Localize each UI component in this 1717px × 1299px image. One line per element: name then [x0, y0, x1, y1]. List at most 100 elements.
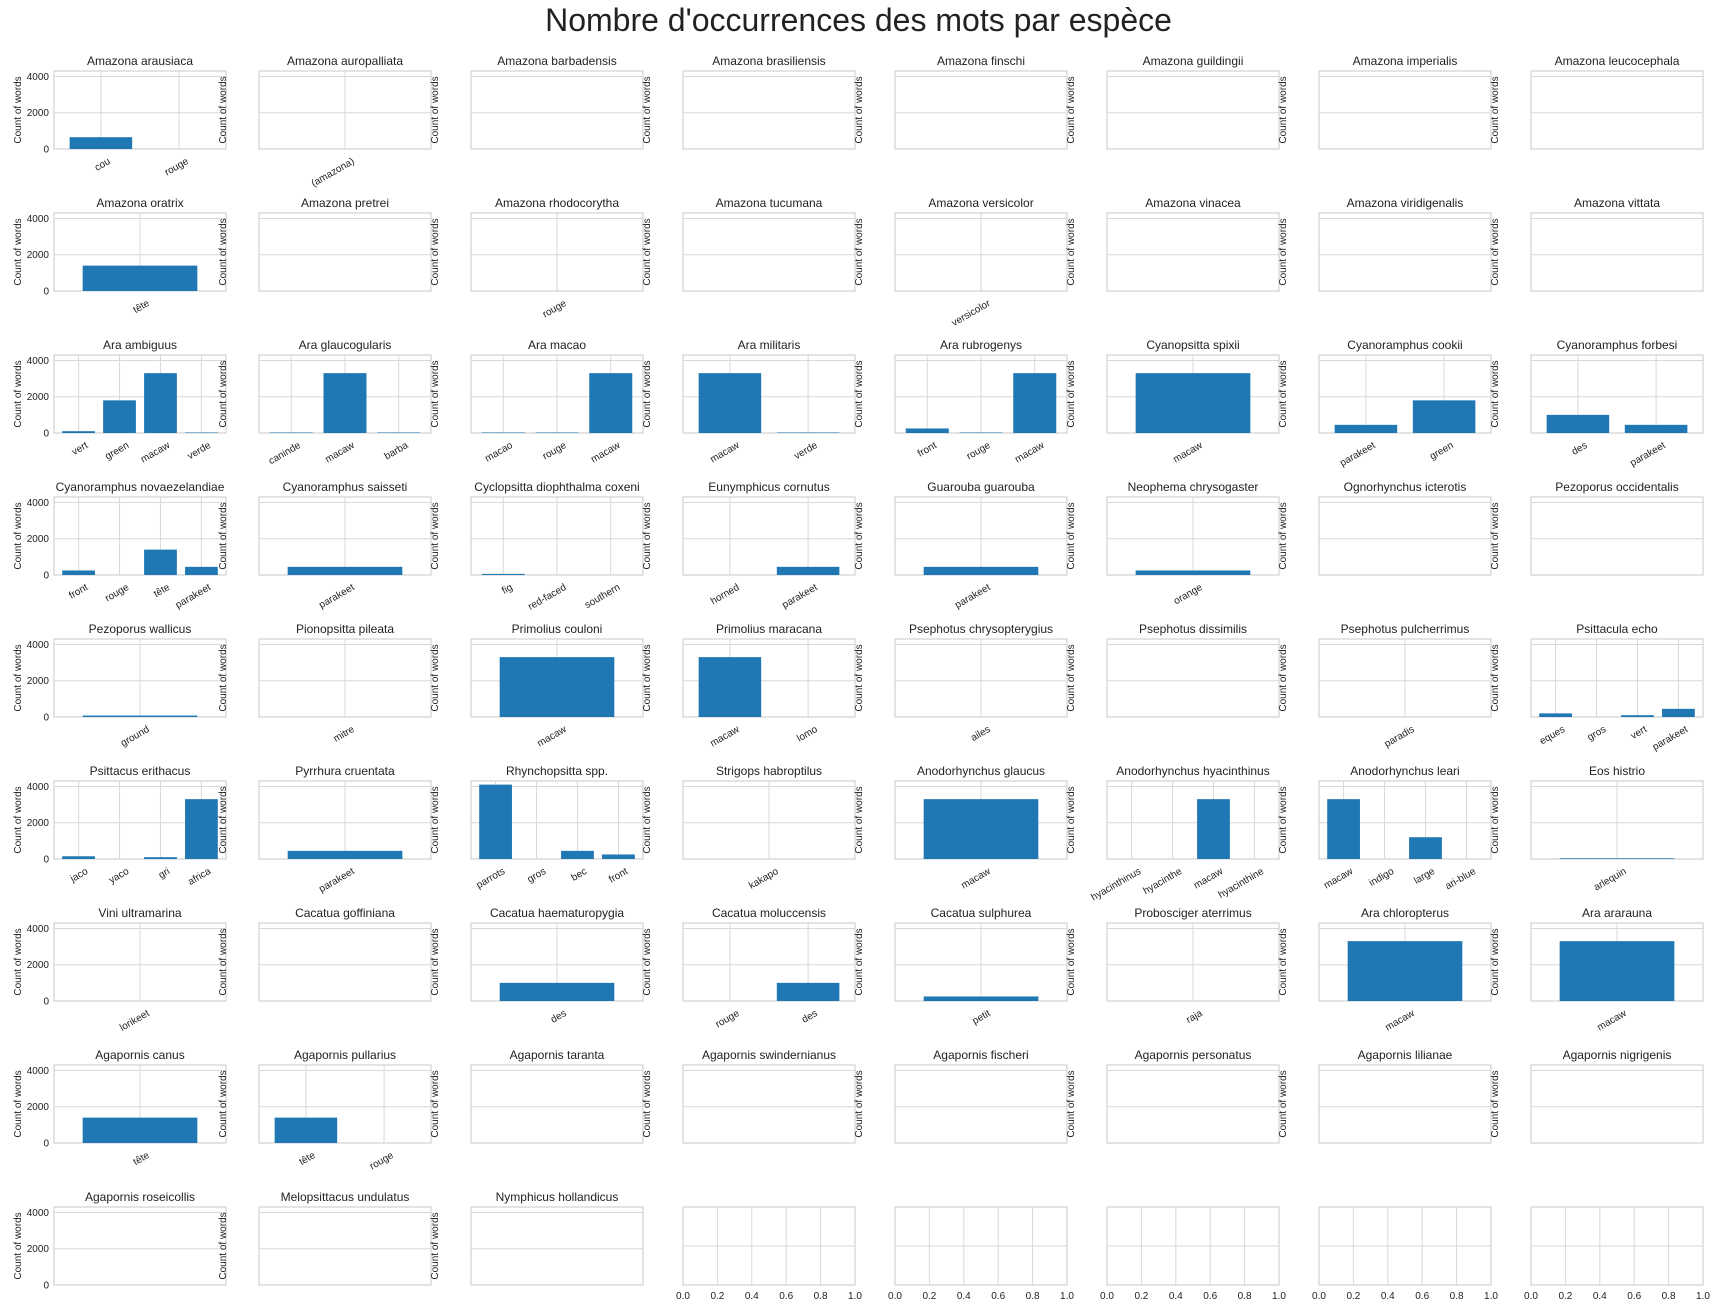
bar: [62, 570, 95, 575]
x-tick-label: gri: [157, 866, 172, 881]
subplot: Count of words Rhynchopsitta spp. parrots g…: [430, 764, 644, 891]
subplot-title: Ognorhynchus icterotis: [1344, 480, 1467, 494]
y-axis-label: Count of words: [1278, 786, 1289, 853]
subplot: Count of words Amazona arausiaca 0 2000 4000…: [13, 54, 227, 178]
x-tick-label: hyacinthe: [1141, 866, 1184, 897]
x-tick-label: gros: [1586, 724, 1608, 743]
subplot: 0.0 0.2 0.4 0.6 0.8 1.0: [888, 1206, 1074, 1299]
y-axis-label: Count of words: [430, 502, 441, 569]
x-tick-label: fig: [500, 582, 515, 597]
x-tick-label: 0.8: [1238, 1291, 1252, 1299]
subplot-title: Psephotus pulcherrimus: [1341, 622, 1470, 636]
x-tick-label: horned: [709, 582, 741, 607]
subplot-title: Psephotus chrysopterygius: [909, 622, 1053, 636]
subplot-title: Guarouba guarouba: [927, 480, 1035, 494]
bar: [923, 799, 1039, 859]
subplot-title: Cacatua moluccensis: [712, 906, 826, 920]
subplot: Count of words Probosciger aterrimus raja: [1066, 906, 1280, 1026]
x-tick-label: red-faced: [526, 582, 568, 613]
subplot: 0.0 0.2 0.4 0.6 0.8 1.0: [1312, 1206, 1498, 1299]
y-axis-label: Count of words: [642, 928, 653, 995]
x-tick-label: tête: [132, 298, 152, 316]
x-tick-label: arlequin: [1592, 866, 1628, 893]
y-axis-label: Count of words: [218, 786, 229, 853]
x-tick-label: petit: [971, 1008, 993, 1027]
x-tick-label: 0.4: [1169, 1291, 1183, 1299]
subplot-title: Primolius couloni: [512, 622, 603, 636]
x-tick-label: indigo: [1367, 866, 1396, 889]
bar: [589, 373, 633, 433]
y-axis-label: Count of words: [854, 644, 865, 711]
y-tick-label: 2000: [27, 1244, 50, 1255]
x-tick-label: 0.0: [1312, 1291, 1326, 1299]
y-axis-label: Count of words: [854, 76, 865, 143]
subplot-title: Amazona barbadensis: [497, 54, 616, 68]
subplot-title: Ara ararauna: [1582, 906, 1652, 920]
y-tick-label: 4000: [27, 498, 50, 509]
bar: [698, 657, 762, 717]
y-axis-label: Count of words: [218, 1070, 229, 1137]
bar: [481, 573, 525, 575]
bar: [1409, 837, 1442, 859]
y-axis-label: Count of words: [1278, 928, 1289, 995]
bar: [287, 850, 403, 859]
bar: [1624, 424, 1688, 433]
y-tick-label: 2000: [27, 250, 50, 261]
y-axis-label: Count of words: [854, 1070, 865, 1137]
y-tick-label: 0: [43, 145, 49, 156]
subplot: Count of words Amazona guildingii: [1066, 54, 1280, 150]
subplot-title: Vini ultramarina: [98, 906, 181, 920]
y-axis-label: Count of words: [13, 1212, 24, 1279]
y-tick-label: 0: [43, 429, 49, 440]
subplot-title: Anodorhynchus glaucus: [917, 764, 1045, 778]
x-tick-label: 1.0: [848, 1291, 862, 1299]
subplot-title: Amazona finschi: [937, 54, 1025, 68]
subplot-title: Amazona brasiliensis: [712, 54, 825, 68]
y-axis-label: Count of words: [1066, 76, 1077, 143]
x-tick-label: eques: [1538, 724, 1567, 747]
subplot-title: Amazona leucocephala: [1555, 54, 1680, 68]
subplot-title: Ara glaucogularis: [299, 338, 392, 352]
subplot-title: Amazona auropalliata: [287, 54, 403, 68]
subplot: Count of words Anodorhynchus hyacinthinus…: [1066, 764, 1280, 903]
y-axis-label: Count of words: [218, 218, 229, 285]
y-axis-label: Count of words: [854, 218, 865, 285]
subplot: Count of words Amazona viridigenalis: [1278, 196, 1492, 292]
y-axis-label: Count of words: [1278, 360, 1289, 427]
bar: [82, 1117, 198, 1143]
bar: [82, 715, 198, 717]
bar: [776, 982, 840, 1001]
subplot: Count of words Primolius couloni macaw: [430, 622, 644, 749]
subplot: Count of words Amazona imperialis: [1278, 54, 1492, 150]
x-tick-label: jaco: [68, 866, 91, 885]
x-tick-label: 0.0: [676, 1291, 690, 1299]
subplot-title: Melopsittacus undulatus: [281, 1190, 410, 1204]
subplot: Count of words Anodorhynchus leari macaw in…: [1278, 764, 1492, 892]
subplot: Count of words Cacatua goffiniana: [218, 906, 432, 1002]
subplot-title: Amazona oratrix: [96, 196, 183, 210]
x-tick-label: rouge: [368, 1150, 396, 1173]
x-tick-label: macaw: [589, 440, 623, 466]
x-tick-label: rouge: [965, 440, 993, 463]
subplot: Count of words Melopsittacus undulatus: [218, 1190, 432, 1286]
subplot: Count of words Agapornis nigrigenis: [1490, 1048, 1704, 1144]
y-tick-label: 0: [43, 997, 49, 1008]
subplot-title: Amazona rhodocorytha: [495, 196, 619, 210]
subplot: Count of words Vini ultramarina 0 2000 4000 l…: [13, 906, 227, 1034]
axes-frame: [1318, 212, 1492, 292]
x-tick-label: gros: [526, 866, 548, 885]
x-tick-label: macaw: [1172, 440, 1206, 466]
subplot: Count of words Ara macao macao rouge macaw: [430, 338, 644, 466]
bar: [1197, 799, 1230, 859]
bar: [287, 566, 403, 575]
y-tick-label: 2000: [27, 1102, 50, 1113]
y-axis-label: Count of words: [1066, 928, 1077, 995]
x-tick-label: front: [67, 582, 90, 602]
subplot: Count of words Ara militaris macaw verde: [642, 338, 856, 465]
x-tick-label: 0.0: [1100, 1291, 1114, 1299]
axes-frame: [1530, 1064, 1704, 1144]
y-axis-label: Count of words: [13, 644, 24, 711]
y-axis-label: Count of words: [218, 360, 229, 427]
subplot-title: Amazona viridigenalis: [1347, 196, 1464, 210]
axes-frame: [470, 1064, 644, 1144]
